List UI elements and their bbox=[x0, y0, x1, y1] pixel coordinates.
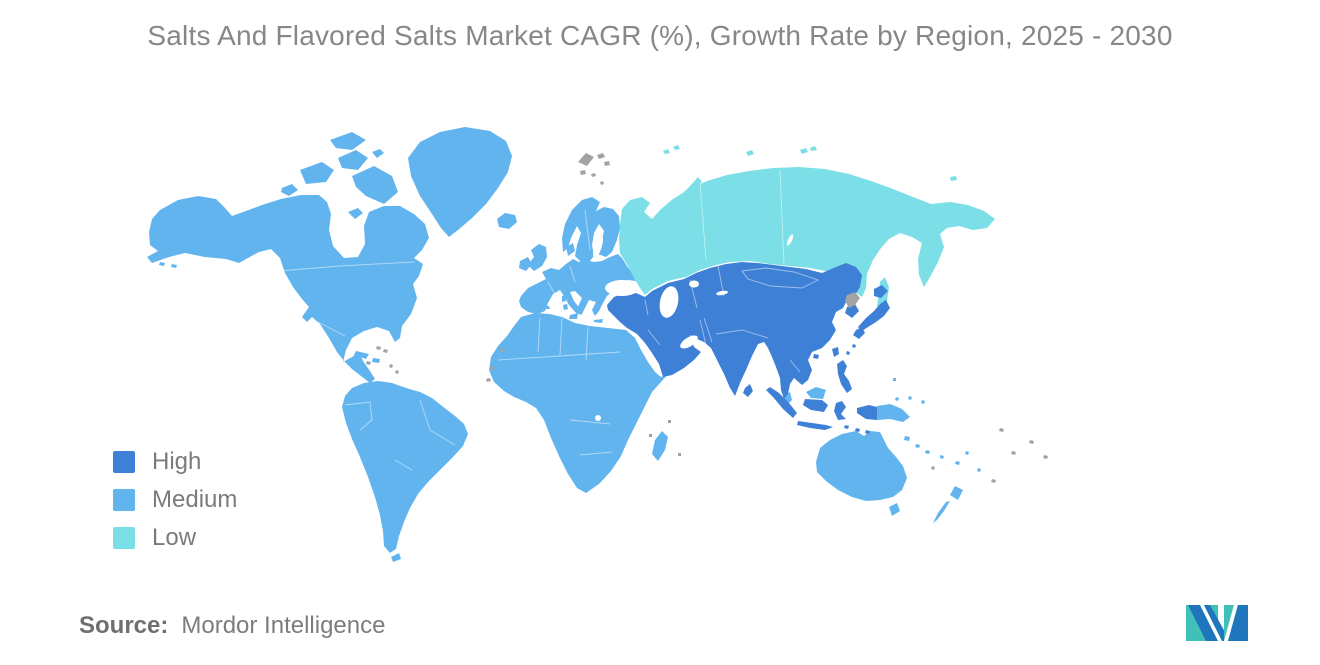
chart-title: Salts And Flavored Salts Market CAGR (%)… bbox=[147, 20, 1173, 51]
map-legend: High Medium Low bbox=[113, 448, 238, 565]
legend-row-medium: Medium bbox=[113, 486, 238, 513]
source-label: Source: bbox=[79, 612, 169, 639]
legend-row-low: Low bbox=[113, 524, 237, 551]
logo-blue-band-1 bbox=[1188, 605, 1218, 641]
region-new-zealand bbox=[933, 486, 963, 523]
region-uk-ireland bbox=[519, 244, 547, 271]
region-svalbard bbox=[578, 153, 610, 185]
logo-blue-bar bbox=[1228, 605, 1248, 641]
region-scandinavia bbox=[562, 197, 620, 262]
mordor-intelligence-logo bbox=[1186, 605, 1248, 641]
legend-label-high: High bbox=[152, 448, 202, 475]
region-australia bbox=[816, 431, 907, 516]
lake-baikal bbox=[786, 234, 794, 246]
region-europe bbox=[519, 254, 636, 323]
region-caribbean bbox=[354, 351, 380, 363]
lake-balkhash bbox=[716, 290, 728, 296]
lake-victoria bbox=[595, 415, 601, 421]
caspian-sea bbox=[659, 286, 679, 318]
region-japan bbox=[846, 285, 890, 355]
great-lake bbox=[464, 325, 470, 331]
region-south-america bbox=[342, 381, 468, 562]
region-north-america bbox=[147, 195, 429, 383]
great-lake bbox=[473, 329, 479, 335]
logo-white-slit-1 bbox=[1200, 605, 1222, 641]
legend-swatch-medium bbox=[113, 489, 135, 511]
legend-label-medium: Medium bbox=[152, 486, 238, 513]
black-sea bbox=[605, 280, 639, 296]
regions-no-data bbox=[366, 153, 1048, 483]
legend-swatch-low bbox=[113, 527, 135, 549]
region-iceland bbox=[497, 213, 517, 229]
gulf-of-st-lawrence bbox=[418, 255, 428, 261]
region-africa bbox=[489, 313, 668, 493]
region-greenland bbox=[408, 127, 512, 237]
gulf-of-bothnia bbox=[593, 235, 603, 259]
country-borders bbox=[277, 169, 820, 471]
region-malaysia bbox=[784, 387, 826, 404]
legend-row-high: High bbox=[113, 448, 237, 475]
water-bodies bbox=[418, 234, 794, 421]
region-russia bbox=[619, 167, 995, 297]
region-south-korea bbox=[845, 304, 859, 318]
persian-gulf bbox=[680, 335, 698, 349]
region-southeast-asia-islands bbox=[743, 347, 877, 434]
logo-blue-band-2 bbox=[1204, 605, 1230, 641]
logo-white-slit-2 bbox=[1224, 605, 1238, 641]
great-lake bbox=[482, 327, 488, 333]
legend-swatch-high bbox=[113, 451, 135, 473]
great-lake bbox=[489, 332, 495, 338]
source-value: Mordor Intelligence bbox=[181, 612, 386, 639]
region-north-korea bbox=[845, 292, 860, 308]
regions-medium bbox=[147, 127, 981, 562]
legend-label-low: Low bbox=[152, 524, 197, 551]
region-papua-new-guinea bbox=[877, 404, 910, 422]
source-attribution: Source: Mordor Intelligence bbox=[79, 612, 385, 640]
region-arctic-islands bbox=[281, 132, 398, 219]
region-small-islands bbox=[366, 346, 1048, 483]
